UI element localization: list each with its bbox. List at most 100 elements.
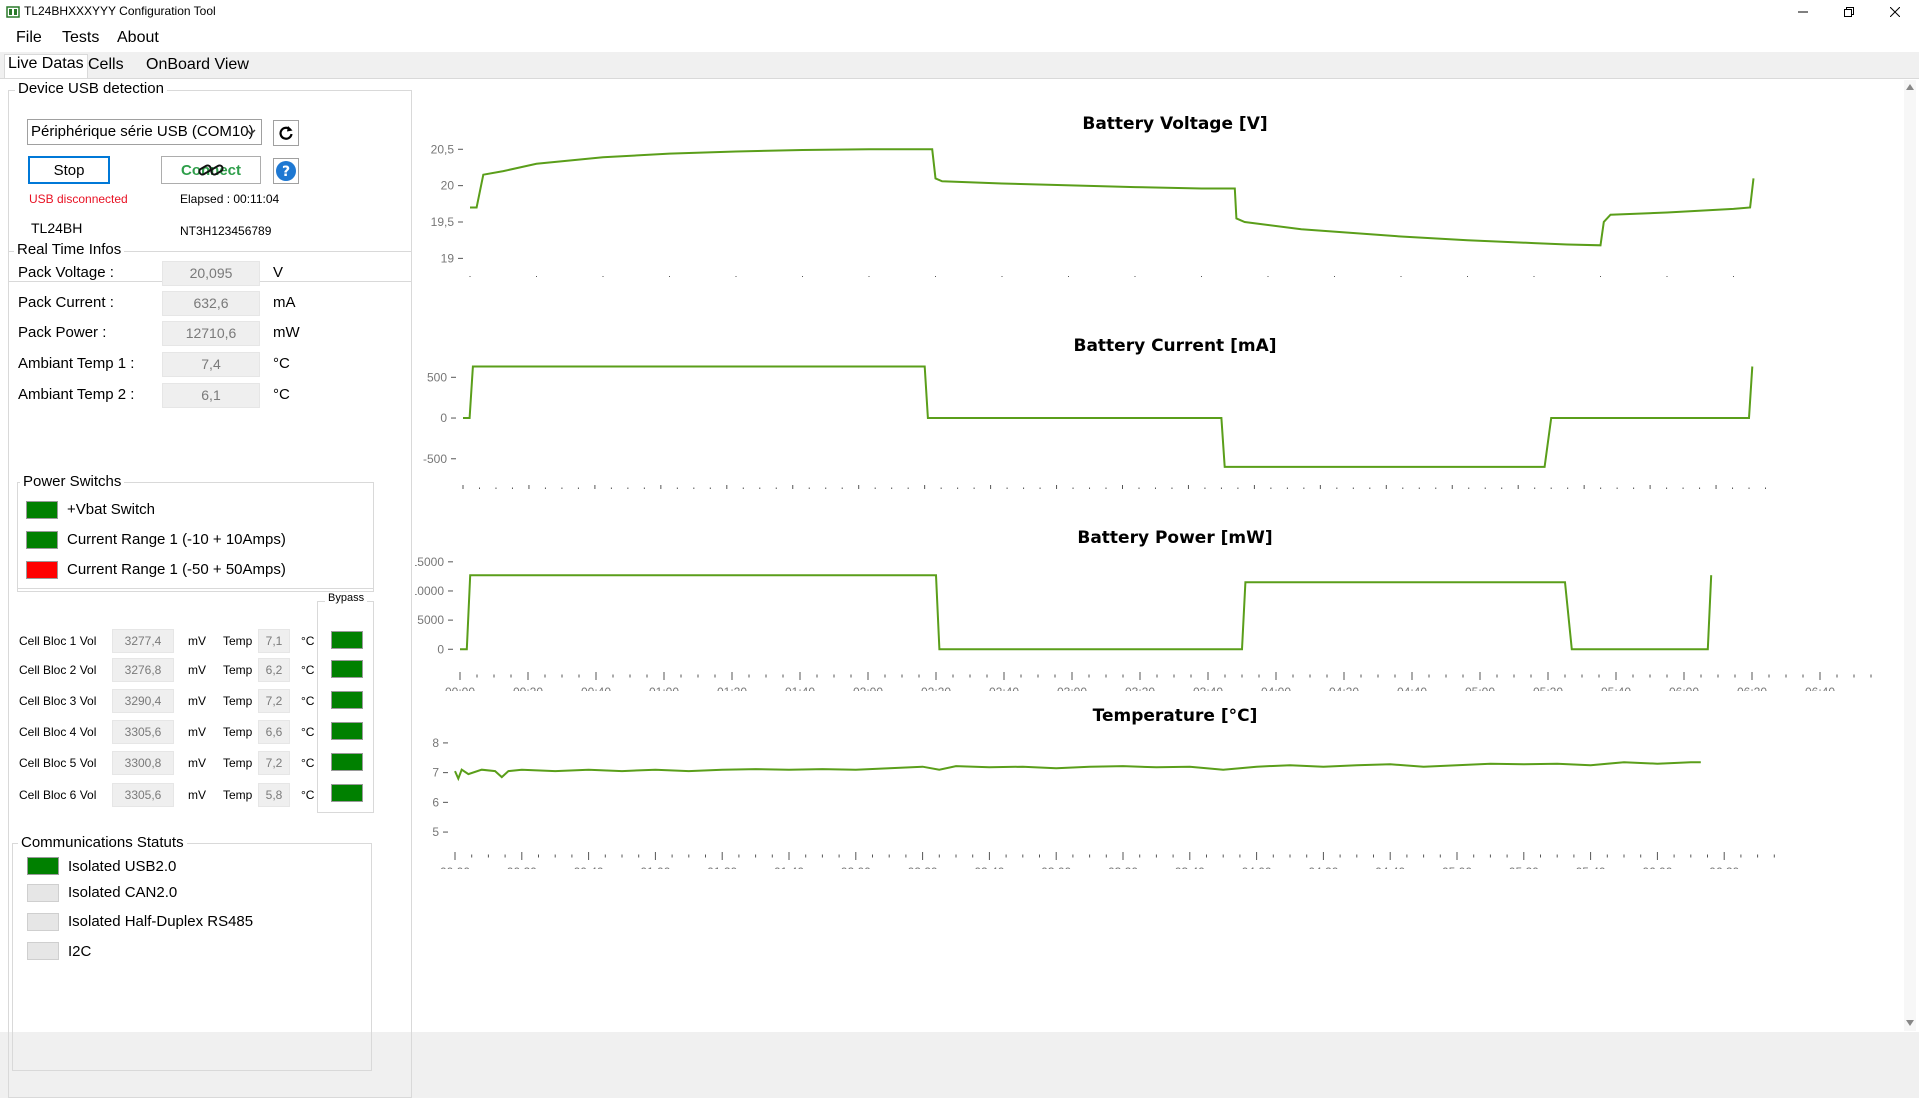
stop-button[interactable]: Stop <box>28 156 110 184</box>
cell-3-label: Cell Bloc 3 Vol <box>19 694 97 708</box>
pack-voltage-value: 20,095 <box>162 261 260 286</box>
restore-icon <box>1844 7 1854 17</box>
menu-bar: File Tests About <box>0 24 1919 52</box>
ambiant-temp-1-value: 7,4 <box>162 352 260 377</box>
power-x-tick-label: 05:20 <box>1533 685 1563 691</box>
cell-4-voltage: 3305,6 <box>112 720 174 744</box>
can-comm-label: Isolated CAN2.0 <box>68 884 178 901</box>
cell-6-temp: 5,8 <box>258 783 290 807</box>
port-select[interactable]: Périphérique série USB (COM10) <box>27 119 262 145</box>
power-x-tick-label: 04:00 <box>1261 685 1291 691</box>
help-button[interactable]: ? <box>273 158 299 184</box>
menu-tests[interactable]: Tests <box>62 29 100 46</box>
menu-file[interactable]: File <box>16 29 42 46</box>
temperature-x-tick-label: 05:40 <box>1576 865 1606 869</box>
voltage-y-tick-label: 20,5 <box>431 142 455 156</box>
scroll-down-icon[interactable] <box>1906 1020 1914 1026</box>
temperature-x-tick-label: 02:40 <box>974 865 1004 869</box>
window-title: TL24BHXXXYYY Configuration Tool <box>24 4 216 18</box>
bypass-title: Bypass <box>325 592 368 604</box>
power-x-tick-label: 03:40 <box>1193 685 1223 691</box>
power-x-tick-label: 01:20 <box>717 685 747 691</box>
stop-button-label: Stop <box>53 162 85 179</box>
cell-2-temp-unit: °C <box>301 663 315 677</box>
power-switches-title: Power Switchs <box>20 473 125 490</box>
temperature-x-tick-label: 06:00 <box>1642 865 1672 869</box>
link-icon <box>198 164 224 176</box>
cell-4-label: Cell Bloc 4 Vol <box>19 725 97 739</box>
temperature-y-tick-label: 7 <box>432 766 439 780</box>
vbat-switch-label: +Vbat Switch <box>67 501 155 518</box>
temperature-x-tick-label: 05:20 <box>1509 865 1539 869</box>
pack-voltage-unit: V <box>273 264 284 281</box>
ambiant-temp-2-label: Ambiant Temp 2 : <box>18 386 135 403</box>
rs485-comm-label: Isolated Half-Duplex RS485 <box>68 913 254 930</box>
power-x-tick-label: 04:20 <box>1329 685 1359 691</box>
cell-4-temp-unit: °C <box>301 725 315 739</box>
pack-current-value: 632,6 <box>162 291 260 316</box>
power-x-tick-label: 00:00 <box>445 685 475 691</box>
cell-5-vol-unit: mV <box>188 756 206 770</box>
power-switches-border <box>17 482 374 592</box>
ambiant-temp-2-value: 6,1 <box>162 383 260 408</box>
cell-2-temp-label: Temp <box>223 663 253 677</box>
cell-2-voltage: 3276,8 <box>112 658 174 682</box>
cell-6-bypass-led <box>331 784 363 802</box>
cell-2-bypass-led <box>331 660 363 678</box>
tab-live-datas[interactable]: Live Datas <box>4 54 88 79</box>
cell-5-temp-unit: °C <box>301 756 315 770</box>
cell-2-label: Cell Bloc 2 Vol <box>19 663 97 677</box>
tab-onboard-view[interactable]: OnBoard View <box>146 56 249 73</box>
chevron-down-icon <box>246 129 256 135</box>
refresh-button[interactable] <box>273 120 299 146</box>
device-serial: NT3H123456789 <box>180 224 272 238</box>
port-select-value: Périphérique série USB (COM10) <box>31 123 254 140</box>
temperature-x-tick-label: 05:00 <box>1442 865 1472 869</box>
temperature-x-tick-label: 04:20 <box>1308 865 1338 869</box>
pack-power-label: Pack Power : <box>18 324 107 341</box>
elapsed-time: Elapsed : 00:11:04 <box>180 192 280 206</box>
voltage-y-tick-label: 19 <box>441 251 455 265</box>
temperature-x-tick-label: 02:20 <box>908 865 938 869</box>
maximize-button[interactable] <box>1826 0 1872 24</box>
ambiant-temp-2-unit: °C <box>273 386 290 403</box>
temperature-x-tick-label: 03:40 <box>1175 865 1205 869</box>
cell-1-temp: 7,1 <box>258 629 290 653</box>
svg-text:?: ? <box>282 164 290 180</box>
title-bar: TL24BHXXXYYY Configuration Tool <box>0 0 1919 24</box>
cell-4-temp: 6,6 <box>258 720 290 744</box>
current-chart: Battery Current [mA]00:0000:2000:4001:00… <box>423 336 1767 489</box>
connect-button[interactable]: Connect <box>161 156 261 184</box>
close-button[interactable] <box>1872 0 1918 24</box>
cell-2-temp: 6,2 <box>258 658 290 682</box>
power-y-tick-label: 15000 <box>415 555 444 569</box>
help-icon: ? <box>276 161 296 181</box>
menu-about[interactable]: About <box>117 29 159 46</box>
comms-group <box>12 843 372 1071</box>
cell-3-voltage: 3290,4 <box>112 689 174 713</box>
cell-6-temp-unit: °C <box>301 788 315 802</box>
power-y-tick-label: 0 <box>437 642 444 656</box>
temperature-x-tick-label: 03:20 <box>1108 865 1138 869</box>
temperature-x-tick-label: 04:40 <box>1375 865 1405 869</box>
pack-voltage-label: Pack Voltage : <box>18 264 114 281</box>
voltage-chart: Battery Voltage [V]00:0000:2000:4001:000… <box>431 114 1755 277</box>
cell-3-bypass-led <box>331 691 363 709</box>
power-x-tick-label: 01:40 <box>785 685 815 691</box>
vbat-switch-led <box>26 501 58 519</box>
vertical-scrollbar[interactable] <box>1904 80 1916 1031</box>
minimize-button[interactable] <box>1780 0 1826 24</box>
cell-5-voltage: 3300,8 <box>112 751 174 775</box>
current-y-tick-label: -500 <box>423 452 447 466</box>
power-x-tick-label: 00:20 <box>513 685 543 691</box>
pack-power-value: 12710,6 <box>162 321 260 346</box>
current-y-tick-label: 0 <box>440 411 447 425</box>
cell-4-vol-unit: mV <box>188 725 206 739</box>
cell-6-vol-unit: mV <box>188 788 206 802</box>
temperature-x-tick-label: 00:00 <box>440 865 470 869</box>
temperature-y-tick-label: 6 <box>432 795 439 809</box>
tab-cells[interactable]: Cells <box>88 56 124 73</box>
scroll-up-icon[interactable] <box>1906 84 1914 90</box>
can-comm-led <box>27 884 59 902</box>
app-icon <box>6 6 20 18</box>
